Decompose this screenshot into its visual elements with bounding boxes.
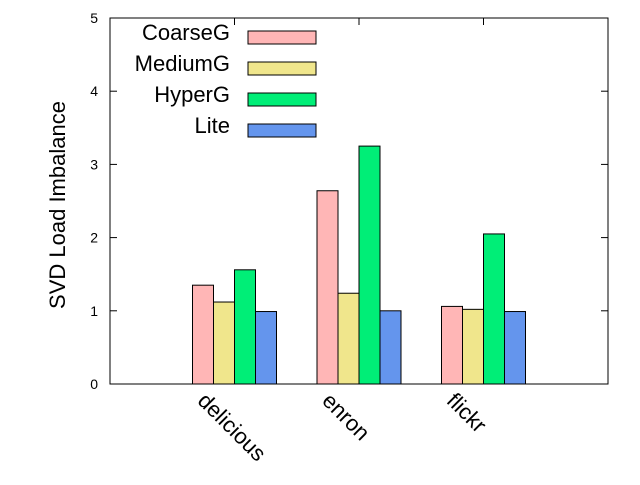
bar-mediumg-delicious: [213, 301, 235, 385]
legend-label-mediumg: MediumG: [135, 51, 230, 76]
y-axis: 0 1 2 3 4 5: [90, 10, 608, 392]
y-tick-label: 5: [90, 10, 98, 26]
x-tick-label: delicious: [193, 388, 271, 466]
y-tick-label: 2: [90, 230, 98, 246]
bar-coarseg-flickr: [441, 305, 463, 385]
bar-mediumg-enron: [337, 292, 360, 385]
bar-lite-enron: [379, 310, 402, 385]
bar-coarseg-enron: [316, 190, 339, 385]
x-tick-label: enron: [317, 388, 374, 445]
y-axis-label: SVD Load Imbalance: [45, 101, 70, 309]
y-tick-label: 3: [90, 156, 98, 172]
bar-hyperg-delicious: [234, 269, 256, 385]
legend-swatch-lite: [247, 123, 317, 138]
bar-hyperg-enron: [358, 145, 381, 385]
x-tick-label: flickr: [442, 388, 492, 438]
y-tick-label: 4: [90, 83, 98, 99]
legend-label-hyperg: HyperG: [154, 82, 230, 107]
legend-label-coarseg: CoarseG: [142, 20, 230, 45]
legend-label-lite: Lite: [195, 113, 230, 138]
legend-swatch-mediumg: [247, 61, 317, 76]
legend-swatch-coarseg: [247, 30, 317, 45]
legend: CoarseG MediumG HyperG Lite: [135, 20, 317, 138]
bar-lite-flickr: [504, 311, 526, 385]
x-axis: delicious enron flickr: [193, 18, 492, 466]
bar-coarseg-delicious: [192, 284, 214, 385]
bar-lite-delicious: [255, 311, 277, 385]
y-tick-label: 1: [90, 303, 98, 319]
bar-mediumg-flickr: [462, 308, 484, 385]
legend-swatch-hyperg: [247, 92, 317, 107]
bars-group: [192, 145, 526, 385]
bar-hyperg-flickr: [483, 233, 505, 385]
y-tick-label: 0: [90, 376, 98, 392]
